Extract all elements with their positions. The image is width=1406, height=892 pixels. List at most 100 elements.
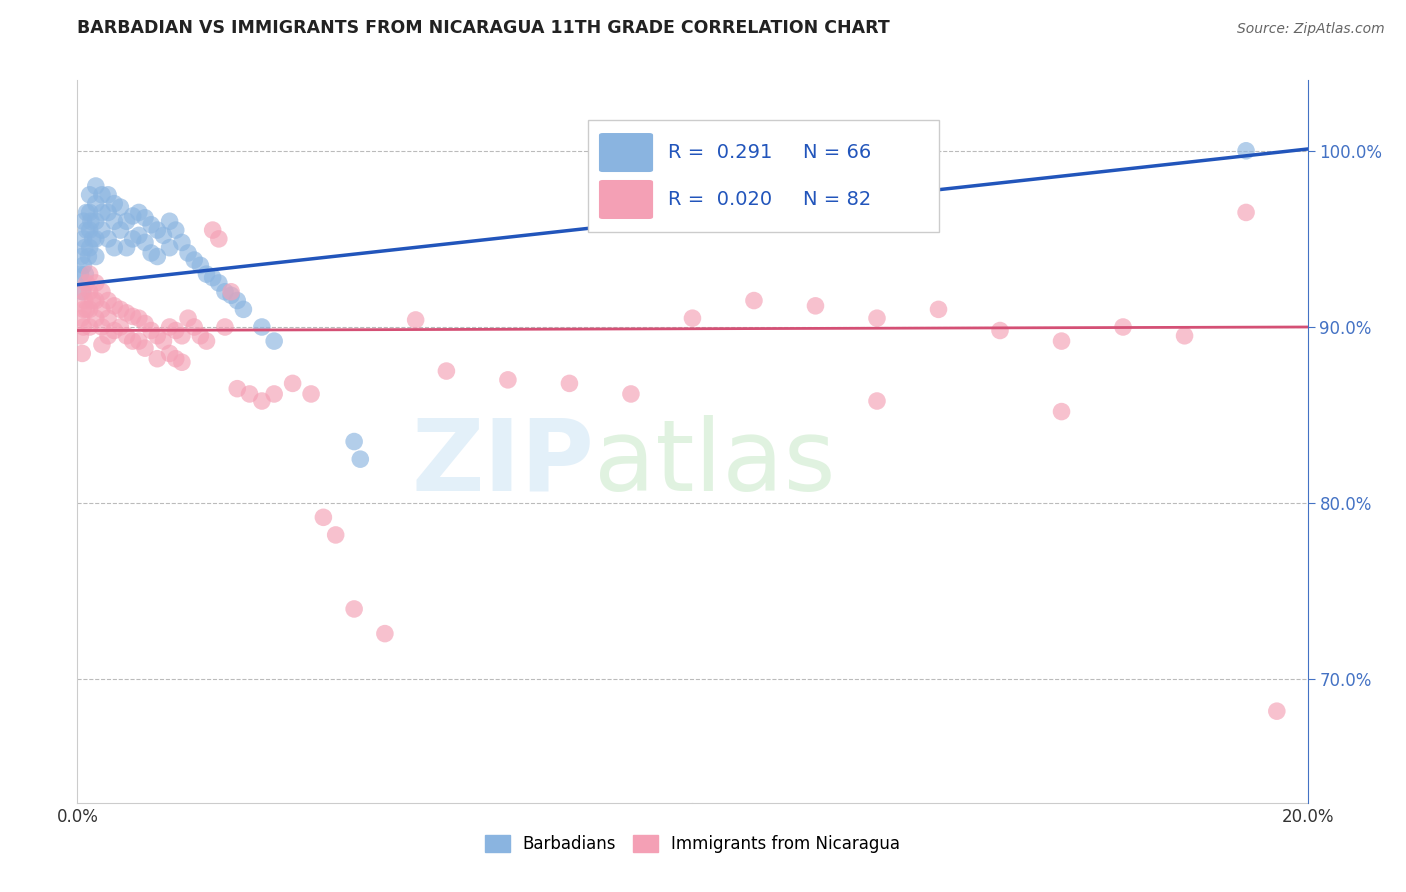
Point bbox=[1050, 334, 1073, 348]
Point bbox=[103, 299, 125, 313]
FancyBboxPatch shape bbox=[599, 133, 654, 172]
Text: R =  0.291: R = 0.291 bbox=[668, 143, 772, 162]
FancyBboxPatch shape bbox=[599, 180, 654, 219]
Point bbox=[866, 311, 889, 326]
Point bbox=[1234, 205, 1257, 219]
Point bbox=[1112, 320, 1135, 334]
Point bbox=[349, 452, 371, 467]
Point bbox=[436, 364, 458, 378]
Point bbox=[620, 387, 643, 401]
Point bbox=[79, 205, 101, 219]
Legend: Barbadians, Immigrants from Nicaragua: Barbadians, Immigrants from Nicaragua bbox=[478, 828, 907, 860]
Point bbox=[90, 187, 114, 202]
Point bbox=[110, 302, 132, 317]
Point bbox=[159, 346, 181, 360]
Point bbox=[79, 302, 101, 317]
Point bbox=[1234, 144, 1257, 158]
Point bbox=[70, 250, 93, 264]
Point bbox=[496, 373, 519, 387]
Point bbox=[201, 223, 224, 237]
Point bbox=[742, 293, 765, 308]
Point bbox=[405, 313, 427, 327]
Point bbox=[188, 258, 212, 272]
Point bbox=[84, 232, 107, 246]
Point bbox=[128, 334, 150, 348]
Text: R =  0.020: R = 0.020 bbox=[668, 190, 772, 209]
Point bbox=[97, 293, 120, 308]
Point bbox=[72, 214, 94, 228]
Point bbox=[170, 355, 193, 369]
Point bbox=[72, 232, 94, 246]
Point bbox=[97, 187, 120, 202]
Point bbox=[281, 376, 304, 391]
Point bbox=[79, 267, 101, 281]
Point bbox=[134, 317, 156, 331]
Point bbox=[208, 232, 231, 246]
Point bbox=[208, 276, 231, 290]
Point bbox=[82, 232, 104, 246]
Point bbox=[170, 235, 193, 250]
Point bbox=[159, 241, 181, 255]
Point bbox=[121, 334, 143, 348]
Point bbox=[263, 387, 285, 401]
Point bbox=[103, 196, 125, 211]
Point bbox=[146, 223, 169, 237]
Point bbox=[76, 205, 98, 219]
Point bbox=[165, 351, 187, 366]
Point bbox=[558, 376, 581, 391]
Point bbox=[84, 196, 107, 211]
Point bbox=[90, 337, 114, 351]
Point bbox=[121, 232, 143, 246]
Point bbox=[299, 387, 322, 401]
Point bbox=[90, 205, 114, 219]
Point bbox=[73, 241, 96, 255]
Point bbox=[110, 200, 132, 214]
Point bbox=[84, 179, 107, 194]
Point bbox=[69, 267, 91, 281]
Point bbox=[97, 328, 120, 343]
Point bbox=[80, 214, 103, 228]
Point bbox=[201, 270, 224, 285]
Point bbox=[250, 394, 273, 409]
Point bbox=[134, 211, 156, 225]
Point bbox=[159, 214, 181, 228]
Point bbox=[79, 223, 101, 237]
FancyBboxPatch shape bbox=[588, 120, 939, 232]
Point bbox=[214, 285, 236, 299]
Point bbox=[90, 285, 114, 299]
Point bbox=[121, 310, 143, 324]
Point bbox=[141, 324, 163, 338]
Point bbox=[70, 346, 93, 360]
Point bbox=[97, 232, 120, 246]
Point bbox=[239, 387, 262, 401]
Point bbox=[90, 320, 114, 334]
Point bbox=[250, 320, 273, 334]
Point bbox=[214, 320, 236, 334]
Point bbox=[177, 311, 200, 326]
Point bbox=[103, 241, 125, 255]
Point bbox=[77, 250, 100, 264]
Point bbox=[183, 320, 205, 334]
Point bbox=[79, 241, 101, 255]
Point bbox=[115, 241, 138, 255]
Point bbox=[195, 267, 218, 281]
Point bbox=[165, 324, 187, 338]
Point bbox=[177, 246, 200, 260]
Point bbox=[183, 253, 205, 268]
Point bbox=[79, 285, 101, 299]
Point bbox=[128, 228, 150, 243]
Point bbox=[90, 223, 114, 237]
Point bbox=[70, 285, 93, 299]
Point bbox=[188, 328, 212, 343]
Point bbox=[146, 351, 169, 366]
Point bbox=[72, 285, 94, 299]
Point bbox=[226, 382, 249, 396]
Point bbox=[69, 328, 91, 343]
Point bbox=[82, 293, 104, 308]
Point bbox=[343, 602, 366, 616]
Text: N = 66: N = 66 bbox=[803, 143, 872, 162]
Point bbox=[84, 214, 107, 228]
Point bbox=[115, 328, 138, 343]
Point bbox=[928, 302, 950, 317]
Point bbox=[72, 258, 94, 272]
